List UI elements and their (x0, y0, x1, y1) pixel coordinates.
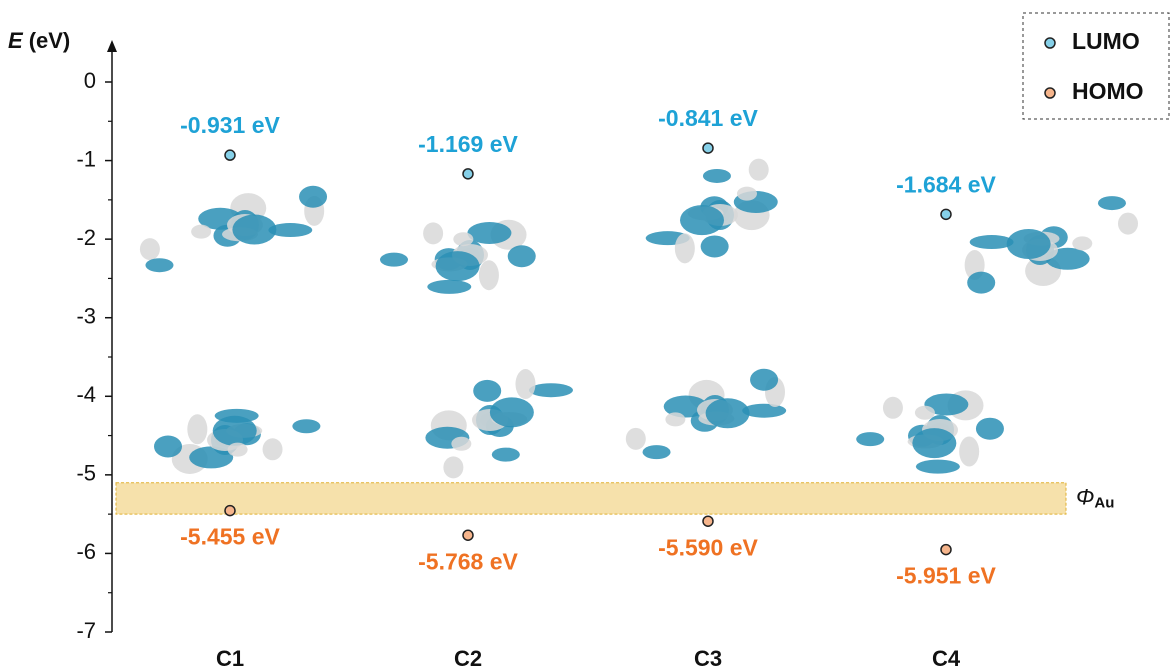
orbital-lobe (451, 437, 471, 451)
orbital-lobe (701, 235, 729, 257)
value-label: -5.768 eV (418, 548, 518, 574)
work-function-band (116, 483, 1066, 514)
band-label: ΦAu (1076, 484, 1114, 511)
orbital-lobe (473, 380, 501, 402)
orbital-lobe (680, 205, 724, 235)
energy-level-point (941, 545, 951, 555)
orbital-lobe (959, 437, 979, 467)
energy-level-point (225, 506, 235, 516)
orbital-lobe (228, 443, 248, 457)
orbital-lobe (187, 414, 207, 444)
orbital-lobe (467, 222, 511, 244)
orbital-lobe (453, 232, 473, 246)
orbital-lobe (515, 369, 535, 399)
y-tick-label: -6 (76, 539, 96, 564)
orbital-lobe (749, 159, 769, 181)
orbital-lobe (1007, 229, 1051, 259)
orbital-lobe (292, 419, 320, 433)
energy-level-point (703, 516, 713, 526)
orbital-lobe (380, 253, 408, 267)
orbital-lobe (140, 238, 160, 260)
band-symbol: Φ (1076, 484, 1094, 509)
orbital-lobe (490, 397, 534, 427)
orbital-lobe (856, 432, 884, 446)
orbital-lobe (213, 416, 257, 446)
y-tick-label: -4 (76, 382, 96, 407)
band-subscript: Au (1094, 494, 1114, 511)
chart: ΦAu E(eV) -7 -6 -5 -4 -3 -2 -1 0 C1 C2 C3 C4 -0.931 eV… (0, 0, 1171, 672)
orbital-lobe (967, 272, 995, 294)
y-tick-label: -5 (76, 461, 96, 486)
energy-level-point (463, 169, 473, 179)
legend-marker (1045, 38, 1055, 48)
orbital-lobe (145, 258, 173, 272)
value-label: -0.931 eV (180, 112, 280, 138)
value-label: -5.455 eV (180, 524, 280, 550)
value-label: -5.590 eV (658, 534, 758, 560)
orbital-lobe (423, 222, 443, 244)
orbital-lobe (529, 383, 573, 397)
orbital-lobe (492, 448, 520, 462)
orbital-lobe (665, 412, 685, 426)
legend-label: LUMO (1072, 28, 1140, 54)
y-tick-label: -7 (76, 618, 96, 643)
energy-level-point (225, 150, 235, 160)
energy-level-point (941, 209, 951, 219)
value-label: -5.951 eV (896, 563, 996, 589)
legend-marker (1045, 88, 1055, 98)
orbital-lobe (263, 438, 283, 460)
value-label: -1.684 eV (896, 171, 996, 197)
orbital-lobe (916, 460, 960, 474)
orbital-lobe (675, 233, 695, 263)
value-label: -0.841 eV (658, 105, 758, 131)
orbital-lobe (191, 225, 211, 239)
y-axis-label: E(eV) (8, 28, 70, 53)
orbital-lobe (703, 169, 731, 183)
orbital-lobe (737, 187, 757, 201)
y-tick-label: -1 (76, 146, 96, 171)
y-axis-symbol: E (8, 28, 24, 53)
value-label: -1.169 eV (418, 131, 518, 157)
orbital-lobe (443, 456, 463, 478)
y-tick-label: 0 (84, 68, 96, 93)
orbital-lobe (427, 280, 471, 294)
orbital-lobe (232, 215, 276, 245)
orbital-lobe (508, 245, 536, 267)
orbital-lobe (915, 406, 935, 420)
orbital-illustrations (140, 159, 1138, 479)
energy-level-point (703, 143, 713, 153)
y-tick-label: -2 (76, 225, 96, 250)
x-tick-label: C1 (216, 646, 244, 671)
y-axis-arrow (107, 40, 117, 52)
orbital-lobe (750, 369, 778, 391)
orbital-lobe (643, 445, 671, 459)
orbital-lobe (912, 428, 956, 458)
orbital-lobe (1098, 196, 1126, 210)
orbital-lobe (436, 251, 480, 281)
orbital-lobe (299, 186, 327, 208)
orbital-lobe (154, 436, 182, 458)
y-tick-label: -3 (76, 304, 96, 329)
orbital-lobe (706, 398, 750, 428)
orbital-lobe (976, 418, 1004, 440)
orbital-lobe (1072, 236, 1092, 250)
x-tick-label: C2 (454, 646, 482, 671)
orbital-lobe (479, 260, 499, 290)
energy-level-point (463, 530, 473, 540)
legend-label: HOMO (1072, 78, 1144, 104)
orbital-lobe (883, 397, 903, 419)
x-tick-label: C4 (932, 646, 961, 671)
y-axis-unit: (eV) (29, 28, 71, 53)
x-tick-label: C3 (694, 646, 722, 671)
orbital-lobe (1118, 213, 1138, 235)
orbital-lobe (626, 428, 646, 450)
